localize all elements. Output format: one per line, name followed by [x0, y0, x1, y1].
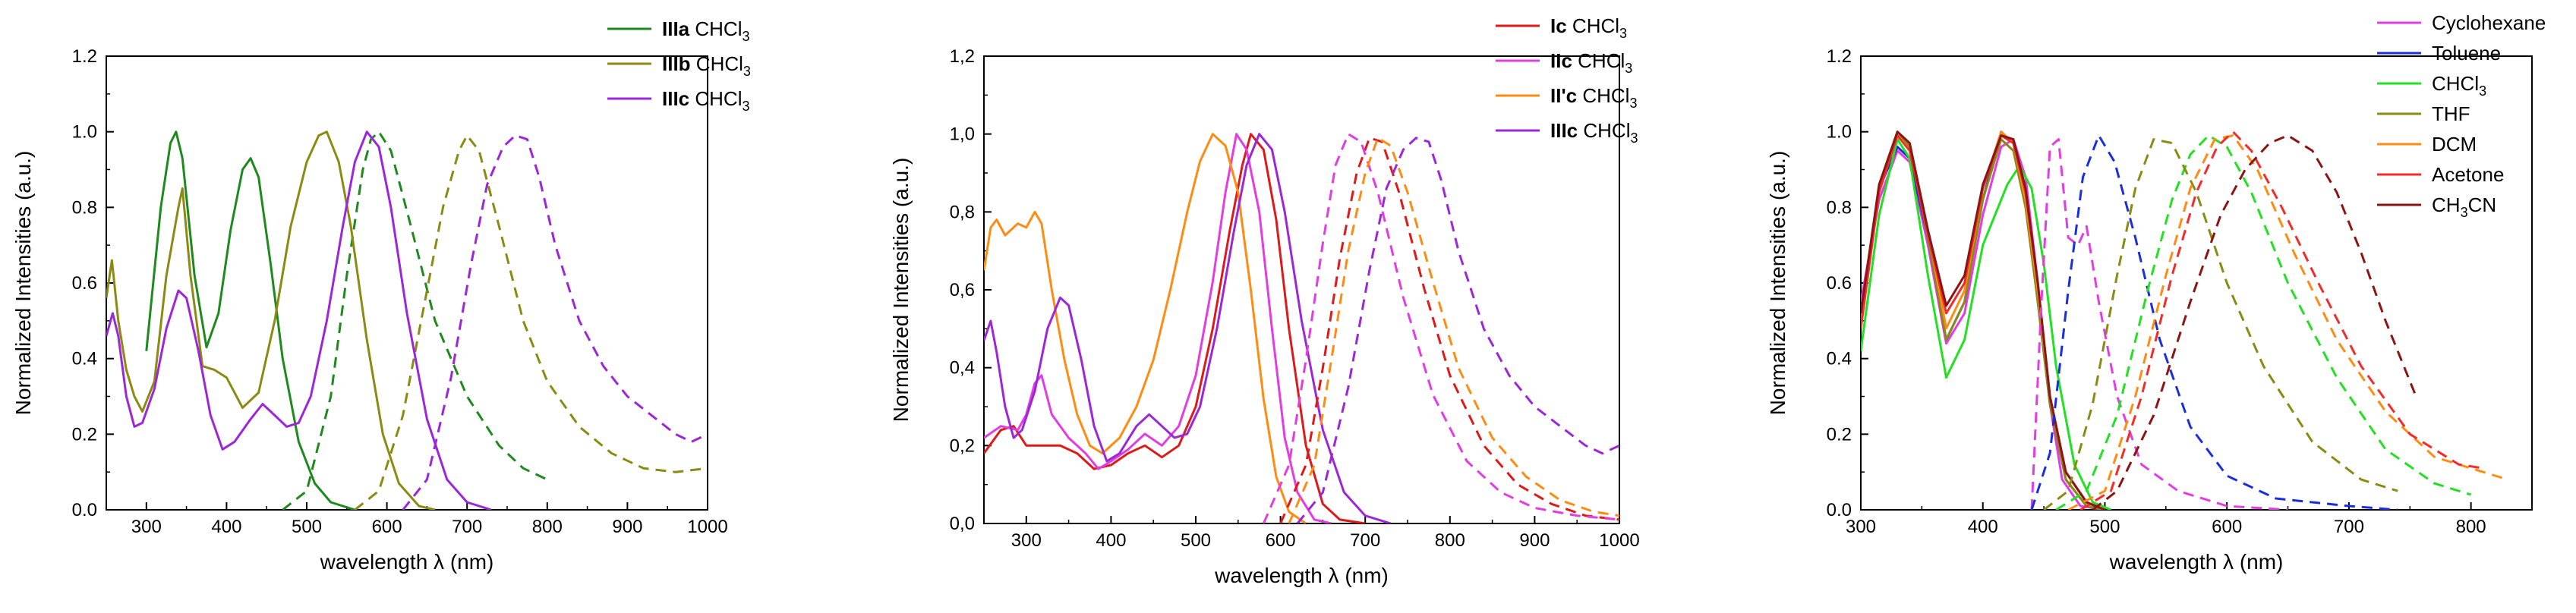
- x-tick-label: 400: [1968, 517, 1998, 537]
- x-tick-label: 700: [1350, 530, 1380, 551]
- legend: IIIa CHCl3 IIIb CHCl3 IIIc CHCl3: [607, 17, 751, 114]
- legend-label: IIIa CHCl3: [662, 17, 750, 44]
- chart-panel-1: 300 400 500 600 700 800 900 1000 0.0 0.2 0.4 0.6 0.8…: [11, 17, 751, 574]
- series-iiib-absorption: [106, 130, 436, 510]
- y-tick-label: 0.8: [72, 197, 97, 218]
- x-tick-label: 500: [2089, 517, 2120, 537]
- series-acetone-absorption: [1861, 134, 2106, 510]
- legend: Ic CHCl3 IIc CHCl3 II'c CHCl3 IIIc CHCl3: [1496, 14, 1638, 146]
- x-tick-label: 700: [2334, 517, 2364, 537]
- legend-label: Toluene: [2432, 42, 2501, 64]
- y-tick-label: 0.4: [72, 349, 97, 369]
- x-tick-label: 800: [2456, 517, 2486, 537]
- y-tick-label: 0.0: [1827, 500, 1852, 520]
- x-tick-label: 400: [211, 517, 241, 537]
- y-tick-label: 0,4: [950, 358, 975, 379]
- legend: Cyclohexane Toluene CHCl3 THF DCM Acetone CH3C…: [2377, 11, 2546, 220]
- y-tick-label: 0.6: [1827, 273, 1852, 294]
- series-cyclohexane-emission: [2030, 138, 2288, 510]
- series-ic-absorption: [984, 133, 1366, 523]
- legend-label: Acetone: [2432, 163, 2504, 186]
- legend-label: IIIc CHCl3: [1550, 119, 1638, 146]
- y-tick-label: 0.4: [1827, 349, 1852, 369]
- series-chcl3-emission: [2055, 134, 2472, 510]
- series-ii-c-emission: [1288, 137, 1619, 523]
- series-thf-absorption: [1861, 130, 2105, 510]
- legend-label: CH3CN: [2432, 193, 2496, 220]
- series-ch3cn-emission: [2092, 134, 2417, 510]
- legend-label: IIIc CHCl3: [662, 87, 750, 114]
- chart-panel-2: 300 400 500 600 700 800 900 1000 0,0 0,2 0,4 0,6 0,8…: [889, 14, 1640, 587]
- x-tick-label: 300: [131, 517, 162, 537]
- y-tick-label: 0.6: [72, 273, 97, 294]
- y-tick-label: 0.0: [72, 500, 97, 520]
- chart-panel-3: 300 400 500 600 700 800 0.0 0.2 0.4 0.6 0.8 1.0 1.2 w…: [1766, 11, 2546, 574]
- series-ch3cn-absorption: [1861, 130, 2106, 510]
- x-tick-label: 1000: [687, 517, 727, 537]
- y-tick-label: 0,2: [950, 435, 975, 456]
- x-tick-label: 500: [1181, 530, 1211, 551]
- legend-label: DCM: [2432, 133, 2477, 156]
- series-cyclohexane-absorption: [1861, 138, 2105, 510]
- y-tick-label: 0.2: [1827, 424, 1852, 445]
- series-iic-emission: [1262, 133, 1619, 523]
- legend-label: IIIb CHCl3: [662, 52, 751, 79]
- x-tick-label: 300: [1011, 530, 1042, 551]
- x-tick-label: 900: [1519, 530, 1550, 551]
- series-iiia-emission: [282, 130, 548, 510]
- series-dcm-emission: [2067, 134, 2508, 510]
- series-ic-emission: [1279, 137, 1619, 523]
- series-chcl3-absorption: [1861, 138, 2112, 510]
- legend-label: THF: [2432, 102, 2470, 125]
- x-tick-label: 800: [1435, 530, 1465, 551]
- series-iiib-emission: [354, 134, 708, 510]
- x-tick-label: 1000: [1599, 530, 1639, 551]
- x-tick-label: 600: [372, 517, 402, 537]
- series-iic-absorption: [984, 133, 1332, 523]
- x-tick-label: 900: [612, 517, 642, 537]
- x-tick-label: 500: [292, 517, 322, 537]
- y-axis-label: Normalized Intensities (a.u.): [11, 151, 35, 416]
- series-ii-c-absorption: [984, 133, 1307, 523]
- y-tick-label: 1.2: [1827, 46, 1852, 67]
- x-tick-label: 700: [452, 517, 482, 537]
- x-tick-label: 600: [2212, 517, 2242, 537]
- plot-frame: [983, 55, 1620, 524]
- x-axis-label: wavelength λ (nm): [2109, 550, 2284, 574]
- series-thf-emission: [2043, 138, 2398, 510]
- x-tick-label: 600: [1266, 530, 1296, 551]
- x-axis-label: wavelength λ (nm): [320, 550, 494, 574]
- x-tick-label: 800: [532, 517, 563, 537]
- y-tick-label: 1.0: [72, 122, 97, 143]
- y-tick-label: 1,2: [950, 46, 975, 67]
- legend-label: Ic CHCl3: [1550, 14, 1627, 41]
- series-toluene-emission: [2030, 134, 2398, 510]
- y-tick-label: 0,8: [950, 202, 975, 222]
- series-iiia-absorption: [145, 130, 355, 510]
- y-tick-label: 0,0: [950, 514, 975, 534]
- legend-label: CHCl3: [2432, 72, 2486, 99]
- legend-label: II'c CHCl3: [1550, 84, 1637, 111]
- x-tick-label: 300: [1846, 517, 1876, 537]
- series-iiic-emission: [1296, 137, 1619, 523]
- series-acetone-emission: [2079, 130, 2483, 510]
- x-axis-label: wavelength λ (nm): [1214, 564, 1389, 587]
- series-iiic-absorption: [106, 130, 492, 510]
- series-iiic-absorption: [984, 133, 1392, 523]
- x-tick-label: 400: [1096, 530, 1126, 551]
- y-tick-label: 0.2: [72, 424, 97, 445]
- y-axis-label: Normalized Intensities (a.u.): [889, 158, 913, 423]
- y-axis-label: Normalized Intensities (a.u.): [1766, 151, 1789, 416]
- y-tick-label: 0,6: [950, 280, 975, 300]
- y-tick-label: 0.8: [1827, 197, 1852, 218]
- legend-label: Cyclohexane: [2432, 11, 2546, 34]
- y-tick-label: 1.2: [72, 46, 97, 67]
- y-tick-label: 1,0: [950, 124, 975, 145]
- y-tick-label: 1.0: [1827, 122, 1852, 143]
- legend-label: IIc CHCl3: [1550, 49, 1632, 76]
